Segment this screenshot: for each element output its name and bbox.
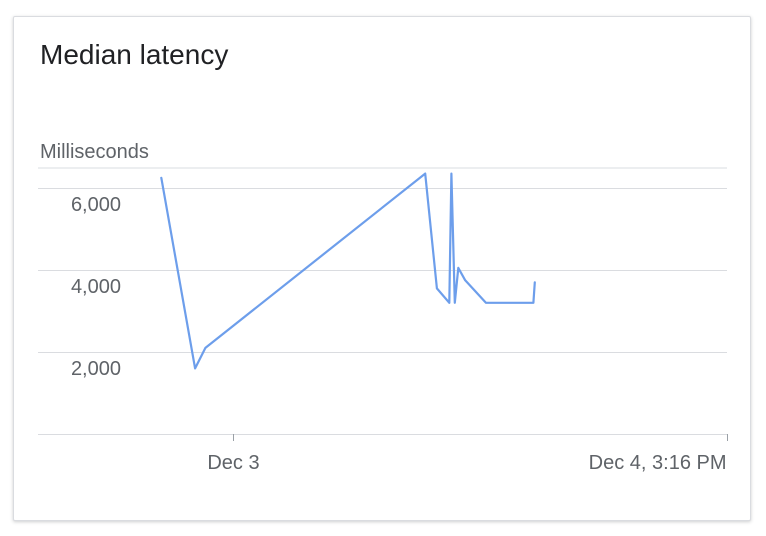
- x-ticks: Dec 3 Dec 4, 3:16 PM: [207, 434, 728, 474]
- series-line: [160, 172, 536, 370]
- x-tick-label: Dec 3: [207, 452, 259, 474]
- y-tick-labels: 2,000 4,000 6,000: [71, 194, 121, 380]
- chart-card: Median latency Milliseconds 2,000 4,000 6,…: [13, 16, 751, 521]
- grid-lines: [38, 167, 727, 435]
- x-tick-label: Dec 4, 3:16 PM: [589, 452, 727, 474]
- y-tick-label: 4,000: [71, 276, 121, 298]
- y-tick-label: 6,000: [71, 194, 121, 216]
- latency-chart: 2,000 4,000 6,000 Dec 3 Dec 4, 3:16 PM: [38, 167, 728, 474]
- y-tick-label: 2,000: [71, 358, 121, 380]
- y-axis-label: Milliseconds: [40, 141, 149, 163]
- series-lines: [160, 172, 536, 370]
- chart-title: Median latency: [40, 39, 229, 70]
